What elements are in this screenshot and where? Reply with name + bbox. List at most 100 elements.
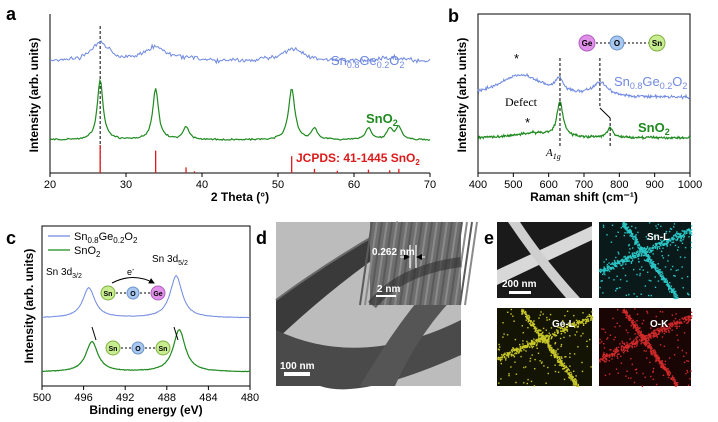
map-dot (682, 235, 684, 237)
map-dot (680, 321, 682, 323)
panel-b-series-sno2 (477, 101, 691, 141)
map-dot (648, 222, 651, 224)
map-dot (601, 359, 603, 361)
map-dot (604, 273, 606, 276)
map-dot (660, 362, 662, 365)
map-dot (650, 348, 652, 351)
map-dot (637, 250, 639, 252)
map-dot (572, 384, 575, 386)
map-dot (568, 325, 570, 327)
map-dot (682, 230, 684, 232)
map-dot (634, 321, 636, 323)
map-dot (648, 256, 650, 258)
map-dot (679, 256, 682, 258)
map-dot (551, 349, 553, 351)
map-dot (537, 333, 540, 335)
map-dot (624, 349, 627, 351)
map-dot (577, 326, 579, 328)
map-dot (540, 337, 542, 339)
map-dot (533, 323, 536, 326)
map-dot (657, 270, 659, 272)
map-dot (681, 266, 683, 268)
map-dot (675, 385, 677, 387)
map-dot (620, 362, 623, 364)
map-dot (572, 381, 574, 383)
map-dot (619, 287, 621, 289)
map-dot (658, 327, 660, 330)
map-dot (645, 255, 647, 257)
map-dot (625, 260, 627, 263)
map-dot (603, 272, 605, 274)
map-dot (675, 269, 677, 272)
map-dot (557, 326, 559, 328)
map-dot (527, 345, 529, 347)
map-dot (688, 316, 690, 319)
map-dot (686, 229, 689, 232)
map-dot (682, 318, 685, 321)
map-dot (533, 327, 535, 330)
map-dot (546, 319, 548, 321)
map-dot (662, 239, 665, 242)
map-dot (673, 376, 675, 379)
legend-alloy: Sn0.8Ge0.2O2 (74, 231, 138, 245)
map-dot (567, 322, 570, 324)
map-dot (636, 345, 638, 347)
map-dot (666, 372, 669, 375)
map-dot (557, 356, 559, 359)
map-dot (552, 352, 554, 354)
map-dot (672, 241, 675, 243)
map-dot (566, 370, 569, 372)
map-dot (613, 354, 615, 357)
map-dot (658, 329, 660, 331)
map-dot (648, 294, 650, 297)
map-dot (615, 347, 618, 349)
map-dot (671, 265, 674, 268)
map-dot (620, 348, 622, 351)
map-dot (571, 377, 574, 379)
fringe (369, 221, 383, 306)
map-dot (689, 230, 692, 232)
map-dot (649, 346, 652, 348)
map-dot (673, 288, 675, 290)
map-dot (561, 330, 563, 333)
map-dot (616, 262, 619, 264)
map-dot (574, 334, 576, 336)
map-dot (673, 274, 675, 277)
map-dot (571, 325, 573, 327)
map-dot (609, 353, 611, 356)
map-dot (644, 250, 647, 252)
map-dot (560, 343, 563, 346)
map-dot (670, 290, 673, 292)
map-dot (649, 263, 651, 265)
map-dot (666, 281, 668, 283)
map-dot (626, 230, 628, 232)
map-dot (671, 237, 673, 239)
map-dot (590, 366, 592, 368)
map-dot (667, 254, 670, 257)
map-dot (499, 360, 502, 362)
map-dot (622, 267, 624, 270)
map-dot (525, 315, 527, 318)
map-dot (553, 334, 555, 336)
panel-a-y-label: Intensity (arb. units) (27, 38, 41, 153)
map-dot (633, 293, 635, 295)
map-dot (639, 250, 641, 252)
map-dot (539, 329, 542, 332)
map-dot (650, 337, 652, 339)
map-dot (679, 234, 681, 236)
map-dot (658, 358, 660, 361)
map-dot (556, 360, 559, 362)
map-dot (661, 244, 664, 246)
map-dot (673, 291, 676, 293)
x-tick-label: 496 (74, 392, 92, 404)
map-dot (542, 331, 544, 334)
fringe (374, 221, 388, 306)
map-dot (646, 357, 648, 359)
map-dot (501, 356, 504, 358)
map-dot (650, 294, 652, 297)
map-dot (634, 343, 637, 345)
map-dot (606, 234, 608, 236)
map-dot (575, 384, 577, 386)
map-dot (644, 339, 647, 342)
map-dot (499, 346, 501, 348)
